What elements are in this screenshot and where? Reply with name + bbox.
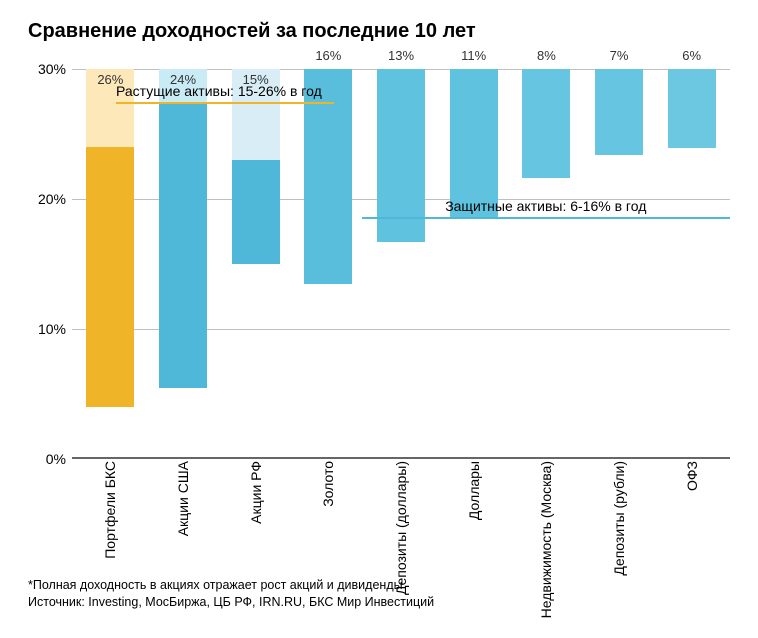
- bar-main-segment: [450, 69, 498, 219]
- bar-slot: 15%: [219, 69, 292, 457]
- category-label: Золото: [320, 461, 336, 515]
- ytick-label: 10%: [38, 321, 66, 337]
- category-label: Депозиты (доллары): [393, 461, 409, 603]
- bar-value-label: 11%: [461, 48, 486, 63]
- bar: 16%: [304, 69, 352, 284]
- plot-region: 26%24%15%16%13%11%8%7%6% Растущие активы…: [72, 69, 730, 459]
- bar-slot: 7%: [583, 69, 656, 457]
- bar-main-segment: [159, 102, 207, 388]
- bar-value-label: 13%: [388, 48, 414, 63]
- category-label: Акции США: [175, 461, 191, 544]
- bar-main-segment: [522, 69, 570, 178]
- bar: 7%: [595, 69, 643, 155]
- xlabel-slot: Золото: [292, 461, 365, 571]
- xlabel-slot: Депозиты (доллары): [365, 461, 438, 571]
- xlabel-slot: Акции РФ: [219, 461, 292, 571]
- xlabel-slot: Депозиты (рубли): [583, 461, 656, 571]
- xlabel-slot: Акции США: [147, 461, 220, 571]
- y-axis: 0%10%20%30%: [28, 69, 72, 459]
- chart-title: Сравнение доходностей за последние 10 ле…: [28, 20, 730, 43]
- bar-value-label: 15%: [243, 72, 269, 87]
- bar-slot: 26%: [74, 69, 147, 457]
- footnote-2: Источник: Investing, МосБиржа, ЦБ РФ, IR…: [28, 594, 730, 611]
- category-label: Доллары: [466, 461, 482, 528]
- bar: 13%: [377, 69, 425, 242]
- bar-main-segment: [595, 69, 643, 155]
- ytick-label: 30%: [38, 61, 66, 77]
- bar-slot: 11%: [437, 69, 510, 457]
- bar-value-label: 8%: [537, 48, 556, 63]
- bar: 8%: [522, 69, 570, 178]
- bar-main-segment: [86, 147, 134, 407]
- xlabel-slot: Недвижимость (Москва): [510, 461, 583, 571]
- xlabel-slot: ОФЗ: [655, 461, 728, 571]
- bar-value-label: 7%: [610, 48, 629, 63]
- bar-value-label: 26%: [97, 72, 123, 87]
- bar-slot: 16%: [292, 69, 365, 457]
- bar-slot: 8%: [510, 69, 583, 457]
- bars-container: 26% 24% 15% 16% 13% 11% 8% 7% 6%: [72, 69, 730, 457]
- bar-slot: 24%: [147, 69, 220, 457]
- bar-main-segment: [377, 69, 425, 242]
- bar: 6%: [668, 69, 716, 148]
- ytick-label: 0%: [46, 451, 66, 467]
- category-label: Депозиты (рубли): [611, 461, 627, 584]
- chart-area: 0%10%20%30% 26%24%15%16%13%11%8%7%6% Рас…: [28, 69, 730, 459]
- bar-slot: 6%: [655, 69, 728, 457]
- bar: 11%: [450, 69, 498, 219]
- xlabel-slot: Доллары: [437, 461, 510, 571]
- bar-main-segment: [304, 69, 352, 284]
- bar: 24%: [159, 69, 207, 388]
- bar-value-label: 16%: [315, 48, 341, 63]
- bar-main-segment: [668, 69, 716, 148]
- category-label: Портфели БКС: [102, 461, 118, 567]
- bar-value-label: 6%: [682, 48, 701, 63]
- bar: 26%: [86, 69, 134, 407]
- x-axis: Портфели БКС Акции США Акции РФ Золото Депоз…: [72, 461, 730, 571]
- bar: 15%: [232, 69, 280, 264]
- category-label: Акции РФ: [248, 461, 264, 532]
- bar-main-segment: [232, 160, 280, 264]
- category-label: Недвижимость (Москва): [538, 461, 554, 626]
- bar-value-label: 24%: [170, 72, 196, 87]
- xlabel-slot: Портфели БКС: [74, 461, 147, 571]
- ytick-label: 20%: [38, 191, 66, 207]
- bar-slot: 13%: [365, 69, 438, 457]
- category-label: ОФЗ: [684, 461, 700, 499]
